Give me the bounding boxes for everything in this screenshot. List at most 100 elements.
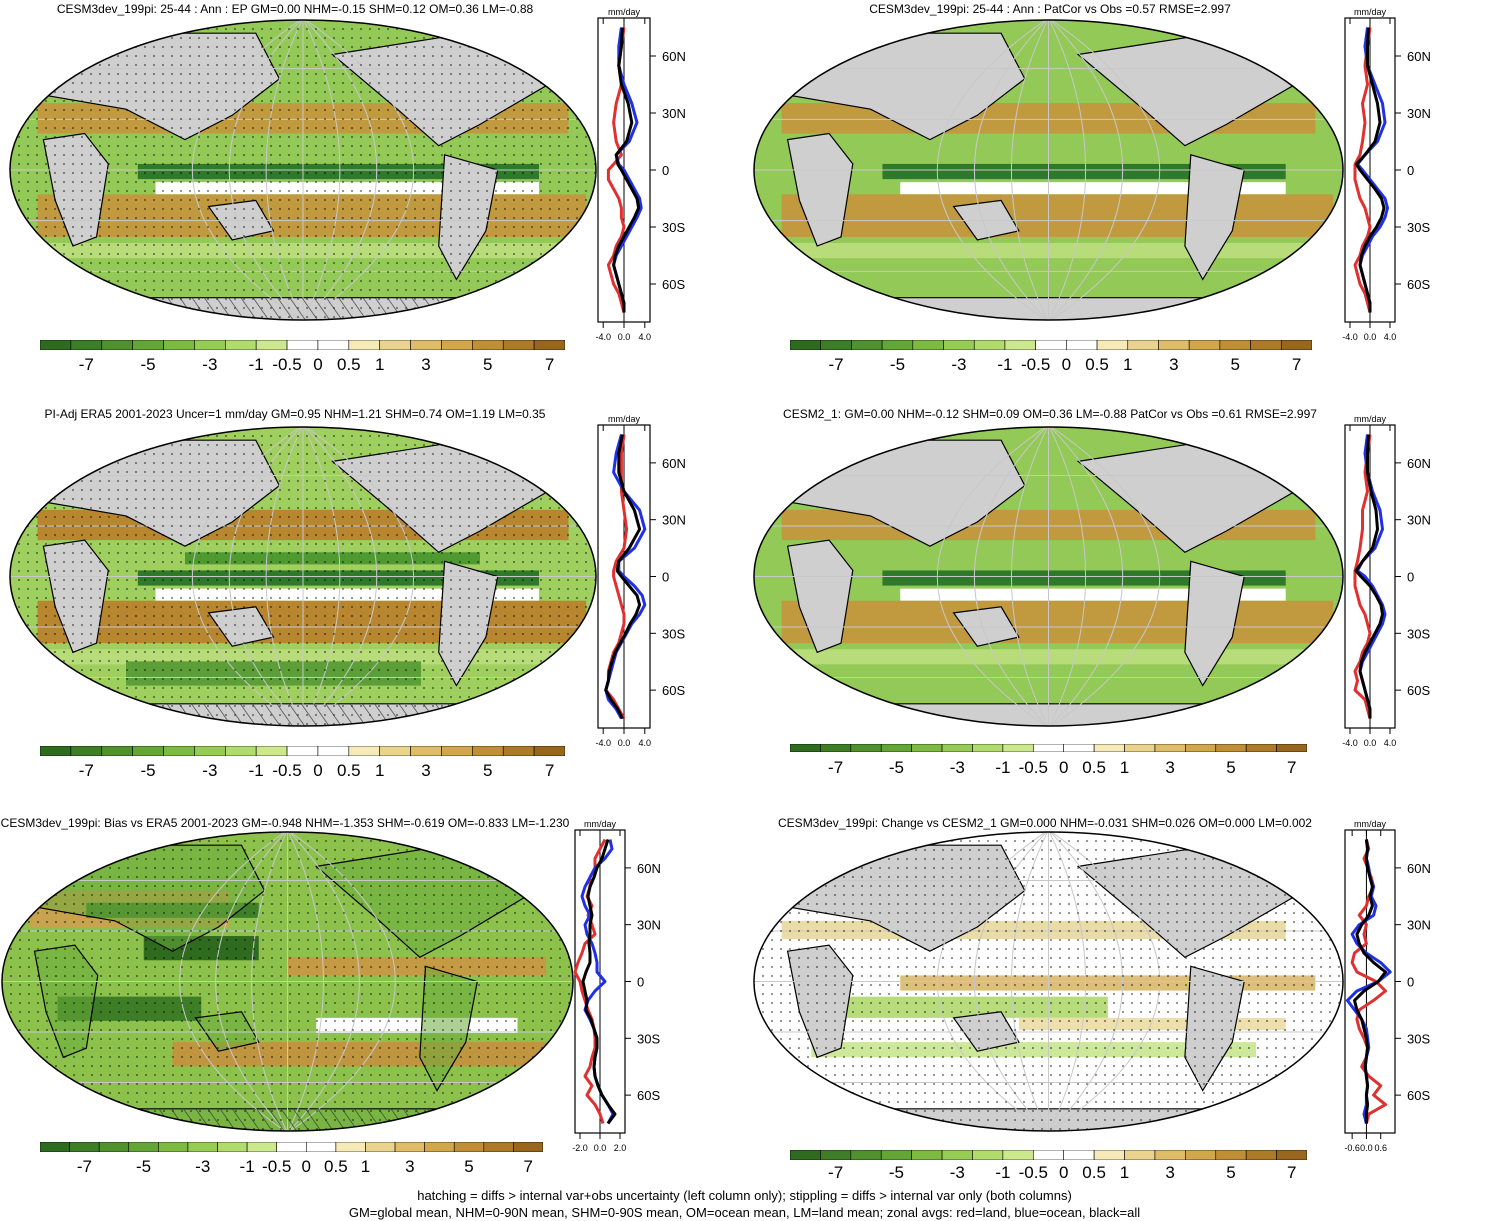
colorbar-swatch — [1276, 1150, 1307, 1160]
lat-label: 30S — [1407, 626, 1430, 641]
colorbar — [40, 1142, 543, 1152]
colorbar-label: -7 — [828, 355, 844, 374]
colorbar-label: -0.5 — [272, 355, 302, 374]
zonal-mean-plot: mm/day 60N 30N 0 30S 60S -0.6 0.0 0.6 — [1344, 819, 1431, 1153]
zonal-mean-plot: mm/day 60N 30N 0 30S 60S -2.0 0.0 2.0 — [572, 819, 661, 1153]
lat-label: 60N — [662, 49, 686, 64]
footer-note-2: GM=global mean, NHM=0-90N mean, SHM=0-90… — [348, 1205, 1141, 1220]
colorbar-swatch — [1250, 340, 1282, 350]
x-tick-label: 0.0 — [594, 1143, 607, 1153]
colorbar-swatch — [246, 1142, 278, 1152]
x-tick-label: 0.0 — [1360, 1143, 1373, 1153]
colorbar-swatch — [911, 1150, 943, 1160]
colorbar-swatch — [880, 1150, 912, 1160]
panel-title: CESM3dev_199pi: Change vs CESM2_1 GM=0.0… — [778, 816, 1312, 830]
colorbar-swatch — [40, 746, 72, 756]
world-map — [753, 831, 1344, 1132]
colorbar — [40, 746, 565, 756]
colorbar-label: 7 — [1287, 1163, 1297, 1182]
colorbar-swatch — [224, 340, 257, 350]
x-tick-label: -4.0 — [595, 738, 611, 748]
colorbar-swatch — [224, 746, 257, 756]
colorbar-label: -0.5 — [272, 761, 302, 780]
colorbar — [790, 340, 1312, 350]
x-tick-label: -4.0 — [595, 332, 611, 342]
x-tick-label: -4.0 — [1342, 738, 1358, 748]
colorbar-swatch — [1032, 744, 1065, 752]
colorbar-label: -7 — [828, 758, 844, 777]
colorbar-swatch — [850, 744, 882, 752]
panel-title: CESM3dev_199pi: 25-44 : Ann : PatCor vs … — [869, 2, 1231, 16]
colorbar-label: -7 — [78, 761, 94, 780]
x-tick-label: 4.0 — [639, 332, 652, 342]
colorbar-swatch — [1063, 1150, 1095, 1160]
lat-label: 60S — [637, 1088, 660, 1103]
lat-label: 30S — [662, 626, 685, 641]
world-map — [753, 19, 1344, 321]
colorbar-swatch — [851, 340, 883, 350]
unit-label: mm/day — [608, 7, 641, 17]
colorbar-swatch — [335, 1142, 366, 1152]
colorbar-swatch — [1124, 744, 1156, 752]
x-tick-label: 2.0 — [614, 1143, 627, 1153]
colorbar-swatch — [1158, 340, 1190, 350]
world-map — [1, 831, 574, 1132]
colorbar-swatch — [1032, 1150, 1065, 1160]
lat-label: 60S — [662, 683, 685, 698]
colorbar-swatch — [941, 744, 973, 752]
colorbar-label: -3 — [951, 355, 967, 374]
colorbar-swatch — [790, 744, 821, 752]
x-tick-label: -4.0 — [1342, 332, 1358, 342]
series-line-ocean — [604, 434, 647, 720]
lat-label: 30N — [1407, 918, 1431, 933]
colorbar-label: 0 — [1058, 1163, 1069, 1182]
colorbar-label: -3 — [202, 761, 218, 780]
colorbar-swatch — [424, 1142, 455, 1152]
world-map — [9, 19, 597, 321]
colorbar-label: 5 — [483, 761, 493, 780]
colorbar-label: 5 — [1226, 758, 1236, 777]
colorbar-swatch — [973, 340, 1006, 350]
world-map — [753, 426, 1344, 727]
colorbar-label: 3 — [405, 1157, 415, 1176]
unit-label: mm/day — [1354, 414, 1387, 424]
series-line-all — [604, 434, 642, 720]
zonal-mean-plot: mm/day 60N 30N 0 30S 60S -4.0 0.0 4.0 — [595, 414, 685, 748]
x-tick-label: -0.6 — [1344, 1143, 1360, 1153]
colorbar-swatch — [880, 744, 912, 752]
colorbar-label: 0.5 — [1082, 758, 1106, 777]
colorbar-label: 0.5 — [336, 355, 361, 374]
colorbar-label: 7 — [1287, 758, 1297, 777]
colorbar-swatch — [943, 340, 975, 350]
lat-label: 30S — [662, 220, 685, 235]
colorbar-swatch — [972, 1150, 1004, 1160]
colorbar-label: -5 — [140, 761, 156, 780]
series-line-land — [1353, 27, 1372, 313]
colorbar-swatch — [410, 746, 442, 756]
colorbar-label: 3 — [1169, 355, 1179, 374]
colorbar-swatch — [410, 340, 442, 350]
colorbar-swatch — [1154, 1150, 1186, 1160]
lat-label: 30S — [1407, 220, 1430, 235]
colorbar-label: 0 — [313, 761, 323, 780]
colorbar-label: -7 — [78, 355, 94, 374]
colorbar-swatch — [40, 340, 72, 350]
x-tick-label: 0.0 — [618, 738, 631, 748]
colorbar-swatch — [790, 1150, 821, 1160]
colorbar — [790, 1150, 1307, 1160]
colorbar-swatch — [1035, 340, 1067, 350]
colorbar-swatch — [1124, 1150, 1156, 1160]
colorbar-swatch — [1188, 340, 1221, 350]
colorbar-swatch — [40, 1142, 70, 1152]
colorbar-swatch — [1004, 340, 1036, 350]
colorbar-swatch — [379, 340, 411, 350]
colorbar-swatch — [1093, 744, 1125, 752]
colorbar-swatch — [69, 1142, 100, 1152]
colorbar-swatch — [1063, 744, 1095, 752]
colorbar-label: 5 — [1230, 355, 1240, 374]
colorbar-label: 1 — [374, 355, 385, 374]
lat-label: 60S — [1407, 277, 1430, 292]
world-map — [9, 426, 597, 727]
series-line-ocean — [1345, 839, 1392, 1124]
lat-label: 60S — [1407, 1088, 1430, 1103]
